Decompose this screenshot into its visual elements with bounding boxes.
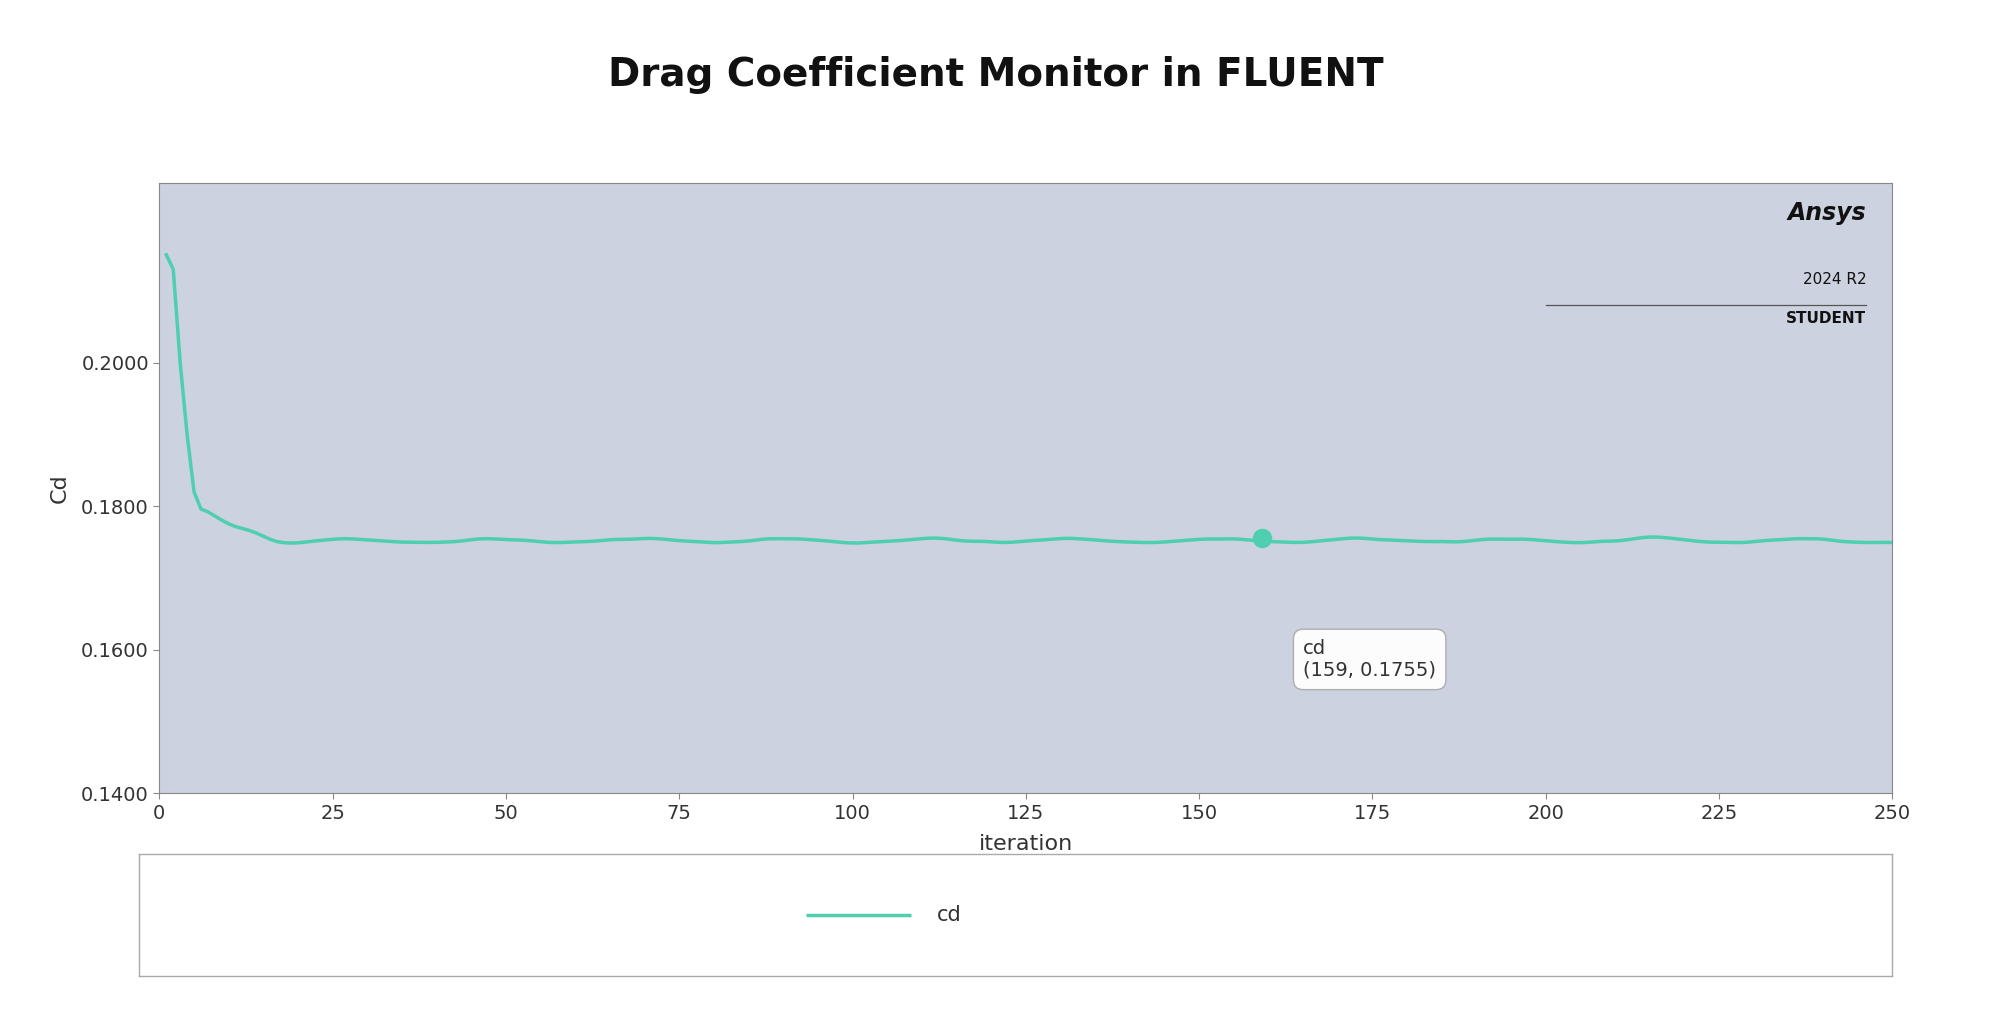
Text: Ansys: Ansys [1787, 201, 1867, 226]
Text: 2024 R2: 2024 R2 [1803, 272, 1867, 287]
Text: STUDENT: STUDENT [1787, 311, 1867, 326]
X-axis label: iteration: iteration [978, 834, 1074, 854]
Y-axis label: Cd: Cd [50, 473, 70, 503]
Text: cd
(159, 0.1755): cd (159, 0.1755) [1303, 639, 1436, 680]
Text: cd: cd [936, 905, 962, 925]
Text: Drag Coefficient Monitor in FLUENT: Drag Coefficient Monitor in FLUENT [608, 56, 1384, 94]
